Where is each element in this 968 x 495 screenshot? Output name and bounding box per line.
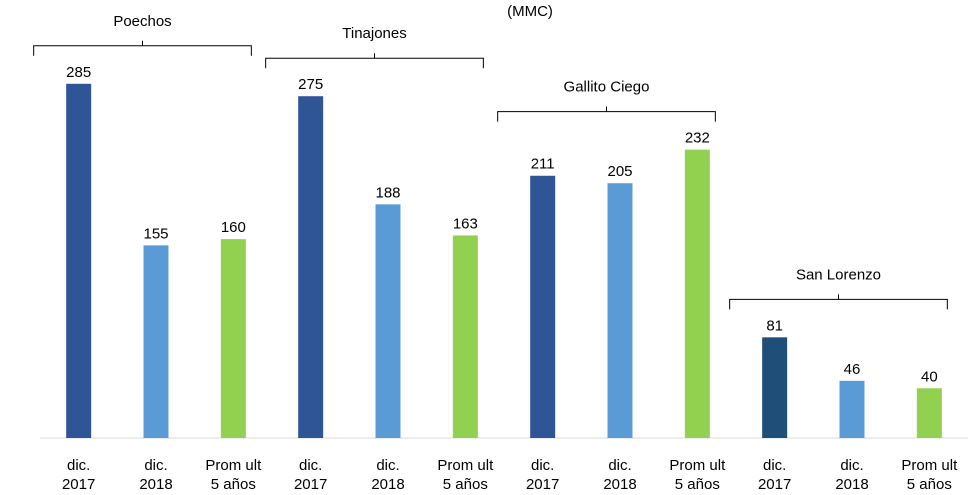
- value-label: 46: [844, 361, 861, 378]
- value-label: 40: [921, 368, 938, 385]
- group-brace: [33, 40, 252, 56]
- value-label: 205: [607, 163, 632, 180]
- x-tick-label: 2018: [603, 476, 636, 493]
- group-brace: [497, 106, 716, 122]
- value-label: 160: [221, 219, 246, 236]
- bar: [916, 388, 942, 438]
- x-tick-label: 2018: [835, 476, 868, 493]
- value-label: 81: [766, 317, 783, 334]
- bar: [839, 380, 865, 438]
- x-tick-label: 2017: [758, 476, 791, 493]
- x-tick-label: dic.: [376, 457, 399, 474]
- bar: [762, 337, 788, 438]
- x-tick-label: Prom ult: [437, 457, 494, 474]
- bar: [607, 183, 633, 438]
- bar: [298, 96, 324, 438]
- bar: [66, 83, 92, 439]
- x-tick-label: Prom ult: [901, 457, 958, 474]
- value-label: 285: [66, 64, 91, 81]
- x-tick-label: 5 años: [211, 476, 256, 493]
- x-tick-label: dic.: [144, 457, 167, 474]
- group-label: San Lorenzo: [796, 266, 881, 283]
- value-label: 188: [375, 184, 400, 201]
- bar: [530, 175, 556, 438]
- x-tick-label: dic.: [763, 457, 786, 474]
- value-label: 155: [143, 225, 168, 242]
- x-tick-label: 5 años: [675, 476, 720, 493]
- bar: [143, 245, 169, 438]
- group-label: Tinajones: [342, 25, 406, 42]
- value-label: 163: [453, 215, 478, 232]
- x-tick-label: dic.: [608, 457, 631, 474]
- chart-title: (MMC): [507, 3, 553, 20]
- x-tick-label: dic.: [840, 457, 863, 474]
- value-label: 232: [685, 130, 710, 147]
- group-brace: [265, 53, 484, 69]
- group-brace: [729, 294, 948, 310]
- value-label: 211: [531, 156, 555, 173]
- group-label: Poechos: [113, 13, 171, 30]
- value-label: 275: [298, 76, 323, 93]
- x-tick-label: 2017: [294, 476, 327, 493]
- x-tick-label: 5 años: [907, 476, 952, 493]
- x-tick-label: 2017: [526, 476, 559, 493]
- x-tick-label: dic.: [531, 457, 554, 474]
- group-label: Gallito Ciego: [564, 79, 650, 96]
- x-tick-label: 5 años: [443, 476, 488, 493]
- bar: [220, 239, 246, 438]
- bar: [452, 235, 478, 438]
- bar: [375, 204, 401, 438]
- x-tick-label: Prom ult: [669, 457, 726, 474]
- x-tick-label: dic.: [67, 457, 90, 474]
- x-tick-label: 2018: [139, 476, 172, 493]
- x-tick-label: 2018: [371, 476, 404, 493]
- x-tick-label: dic.: [299, 457, 322, 474]
- x-tick-label: 2017: [62, 476, 95, 493]
- bar: [684, 149, 710, 438]
- x-tick-label: Prom ult: [205, 457, 262, 474]
